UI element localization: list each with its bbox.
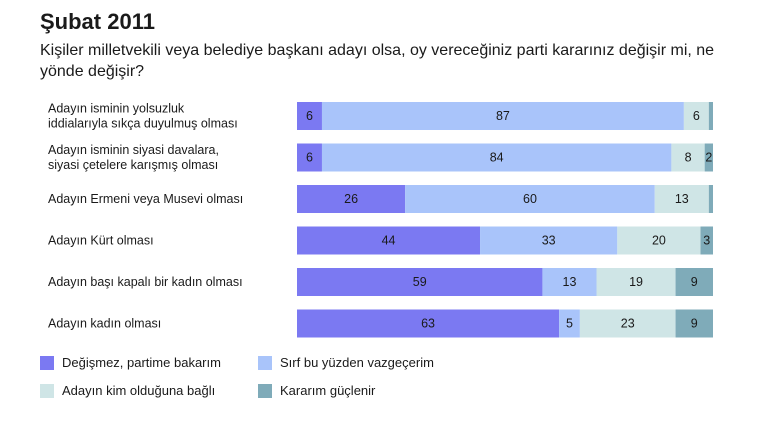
category-label-5: Adayın kadın olması bbox=[48, 317, 161, 331]
legend-swatch-3 bbox=[258, 383, 272, 398]
value-label-4-0: 59 bbox=[413, 275, 427, 289]
value-label-4-2: 19 bbox=[629, 275, 643, 289]
value-label-4-3: 9 bbox=[691, 275, 698, 289]
value-label-1-2: 8 bbox=[685, 151, 692, 165]
value-label-3-2: 20 bbox=[652, 234, 666, 248]
value-label-1-1: 84 bbox=[490, 151, 504, 165]
value-label-5-3: 9 bbox=[691, 317, 698, 331]
bar-segment-4-3 bbox=[675, 268, 713, 296]
bar-segment-2-1 bbox=[405, 185, 655, 213]
bar-segment-1-0 bbox=[297, 143, 322, 172]
value-label-1-0: 6 bbox=[306, 151, 313, 165]
value-label-2-0: 26 bbox=[344, 192, 358, 206]
bar-segment-3-2 bbox=[617, 226, 701, 255]
category-label-3: Adayın Kürt olması bbox=[48, 234, 154, 248]
bar-segment-2-2 bbox=[654, 185, 709, 213]
value-label-3-3: 3 bbox=[703, 234, 710, 248]
category-label-0: Adayın isminin yolsuzluk iddialarıyla sık… bbox=[48, 102, 238, 131]
bar-segment-1-3 bbox=[704, 143, 713, 172]
bar-segment-2-0 bbox=[297, 185, 406, 213]
chart-subtitle: Kişiler milletvekili veya belediye başka… bbox=[40, 42, 715, 80]
category-label-4: Adayın başı kapalı bir kadın olması bbox=[48, 275, 243, 289]
legend-item-1: Sırf bu yüzden vazgeçerim bbox=[258, 355, 434, 370]
legend-item-0: Değişmez, partime bakarım bbox=[40, 355, 221, 370]
bar-segment-4-0 bbox=[297, 268, 543, 296]
bar-segment-4-1 bbox=[542, 268, 597, 296]
bar-segment-5-2 bbox=[579, 309, 676, 338]
legend-label-3: Kararım güçlenir bbox=[280, 383, 376, 398]
value-label-1-3: 2 bbox=[705, 151, 712, 165]
value-label-3-1: 33 bbox=[542, 234, 556, 248]
bar-segment-0-2 bbox=[683, 102, 709, 130]
chart-title: Şubat 2011 bbox=[40, 9, 155, 34]
value-label-4-1: 13 bbox=[563, 275, 577, 289]
category-label-1: Adayın isminin siyasi davalara, siyasi çe… bbox=[48, 143, 219, 172]
bar-segment-3-1 bbox=[480, 226, 618, 255]
value-label-0-0: 6 bbox=[306, 109, 313, 123]
bar-segment-3-3 bbox=[700, 226, 713, 255]
legend-swatch-2 bbox=[40, 383, 54, 398]
legend-label-0: Değişmez, partime bakarım bbox=[62, 355, 221, 370]
bar-segment-0-1 bbox=[321, 102, 684, 130]
category-label-2: Adayın Ermeni veya Musevi olması bbox=[48, 192, 243, 206]
value-label-0-2: 6 bbox=[693, 109, 700, 123]
value-label-2-1: 60 bbox=[523, 192, 537, 206]
bar-segment-1-2 bbox=[671, 143, 705, 172]
legend-label-1: Sırf bu yüzden vazgeçerim bbox=[280, 355, 434, 370]
value-label-3-0: 44 bbox=[382, 234, 396, 248]
bar-segment-5-0 bbox=[297, 309, 560, 338]
bar-segment-0-0 bbox=[297, 102, 322, 130]
legend-item-2: Adayın kim olduğuna bağlı bbox=[40, 383, 215, 398]
legend-label-2: Adayın kim olduğuna bağlı bbox=[62, 383, 216, 398]
bar-segment-5-3 bbox=[675, 309, 713, 338]
bar-segment-4-2 bbox=[596, 268, 676, 296]
value-label-2-2: 13 bbox=[675, 192, 689, 206]
bar-segment-5-1 bbox=[559, 309, 580, 338]
bar-segment-3-0 bbox=[297, 226, 481, 255]
legend-item-3: Kararım güçlenir bbox=[258, 383, 375, 398]
value-label-5-1: 5 bbox=[566, 317, 573, 331]
value-label-5-2: 23 bbox=[621, 317, 635, 331]
bar-segment-1-1 bbox=[321, 143, 672, 172]
value-label-0-1: 87 bbox=[496, 109, 510, 123]
legend-swatch-0 bbox=[40, 355, 54, 370]
bar-segment-2-3 bbox=[708, 185, 713, 213]
value-label-5-0: 63 bbox=[421, 317, 435, 331]
legend-swatch-1 bbox=[258, 355, 272, 370]
bar-segment-0-3 bbox=[708, 102, 713, 130]
